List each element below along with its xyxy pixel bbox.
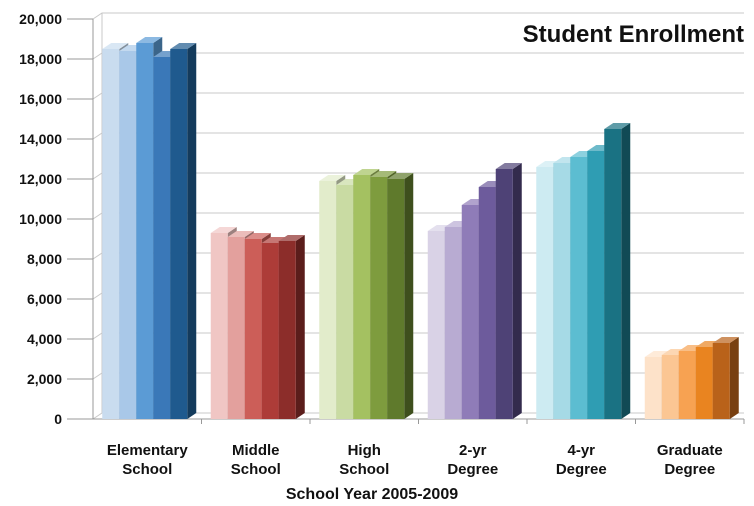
bar-top xyxy=(102,43,129,49)
bar xyxy=(661,355,679,419)
category-labels: Elementary School Middle School High School 2-… xyxy=(107,442,723,478)
bar xyxy=(353,175,371,419)
bar xyxy=(536,167,554,419)
bar xyxy=(227,237,245,419)
y-tick-label: 20,000 xyxy=(19,11,62,27)
x-category-label: 4-yr xyxy=(567,442,595,459)
y-tick-label: 0 xyxy=(54,411,62,427)
bar-top xyxy=(370,171,397,177)
bar-side xyxy=(621,123,631,419)
bar-top xyxy=(210,227,237,233)
bar-top xyxy=(319,175,346,181)
bar-side xyxy=(295,235,305,419)
bar-top xyxy=(353,169,380,175)
bar xyxy=(336,185,354,419)
bar xyxy=(119,51,137,419)
bar xyxy=(102,49,120,419)
y-tick-label: 4,000 xyxy=(27,331,62,347)
x-category-label: School xyxy=(231,461,281,478)
bar xyxy=(495,169,513,419)
y-tick-label: 18,000 xyxy=(19,51,62,67)
y-tick-label: 16,000 xyxy=(19,91,62,107)
x-category-label: High xyxy=(348,442,381,459)
x-category-label: Elementary xyxy=(107,442,189,459)
y-tick-label: 12,000 xyxy=(19,171,62,187)
bar xyxy=(153,57,171,419)
bar-top xyxy=(278,235,305,241)
bar-top xyxy=(261,237,288,243)
bar xyxy=(695,347,713,419)
bar xyxy=(553,163,571,419)
chart-title: Student Enrollment xyxy=(523,21,744,48)
x-category-label: Degree xyxy=(447,461,498,478)
bar-side xyxy=(729,337,739,419)
bar xyxy=(427,231,445,419)
bar xyxy=(319,181,337,419)
bar xyxy=(478,187,496,419)
bar-top xyxy=(712,337,739,343)
bar xyxy=(644,357,662,419)
y-tick-label: 8,000 xyxy=(27,251,62,267)
x-category-label: Middle xyxy=(232,442,280,459)
bar xyxy=(136,43,154,419)
bar xyxy=(712,343,730,419)
bar-top xyxy=(244,233,271,239)
bar xyxy=(604,129,622,419)
bar xyxy=(587,151,605,419)
bar xyxy=(444,227,462,419)
bar-side xyxy=(404,173,414,419)
bar-top xyxy=(604,123,631,129)
bar-top xyxy=(495,163,522,169)
bar-top xyxy=(644,351,671,357)
x-category-label: 2-yr xyxy=(459,442,487,459)
bar-side xyxy=(512,163,522,419)
y-tick-label: 10,000 xyxy=(19,211,62,227)
bar xyxy=(387,179,405,419)
x-category-label: Degree xyxy=(664,461,715,478)
y-tick-label: 2,000 xyxy=(27,371,62,387)
bar xyxy=(244,239,262,419)
bar-side xyxy=(187,43,197,419)
x-category-label: Degree xyxy=(556,461,607,478)
bar-top xyxy=(170,43,197,49)
x-axis-title: School Year 2005-2009 xyxy=(286,486,458,503)
bars xyxy=(102,37,739,419)
bar-top xyxy=(227,231,254,237)
bar xyxy=(170,49,188,419)
bar-top xyxy=(387,173,414,179)
bar xyxy=(278,241,296,419)
y-tick-label: 6,000 xyxy=(27,291,62,307)
x-category-label: Graduate xyxy=(657,442,723,459)
bar xyxy=(261,243,279,419)
x-category-label: School xyxy=(339,461,389,478)
x-category-label: School xyxy=(122,461,172,478)
y-tick-labels: 0 2,000 4,000 6,000 8,000 10,000 12,000 14,000 1… xyxy=(19,11,62,427)
bar xyxy=(678,351,696,419)
bar xyxy=(210,233,228,419)
bar xyxy=(370,177,388,419)
y-tick-label: 14,000 xyxy=(19,131,62,147)
bar xyxy=(570,157,588,419)
bar-top xyxy=(136,37,163,43)
axis xyxy=(67,13,745,424)
bar xyxy=(461,205,479,419)
